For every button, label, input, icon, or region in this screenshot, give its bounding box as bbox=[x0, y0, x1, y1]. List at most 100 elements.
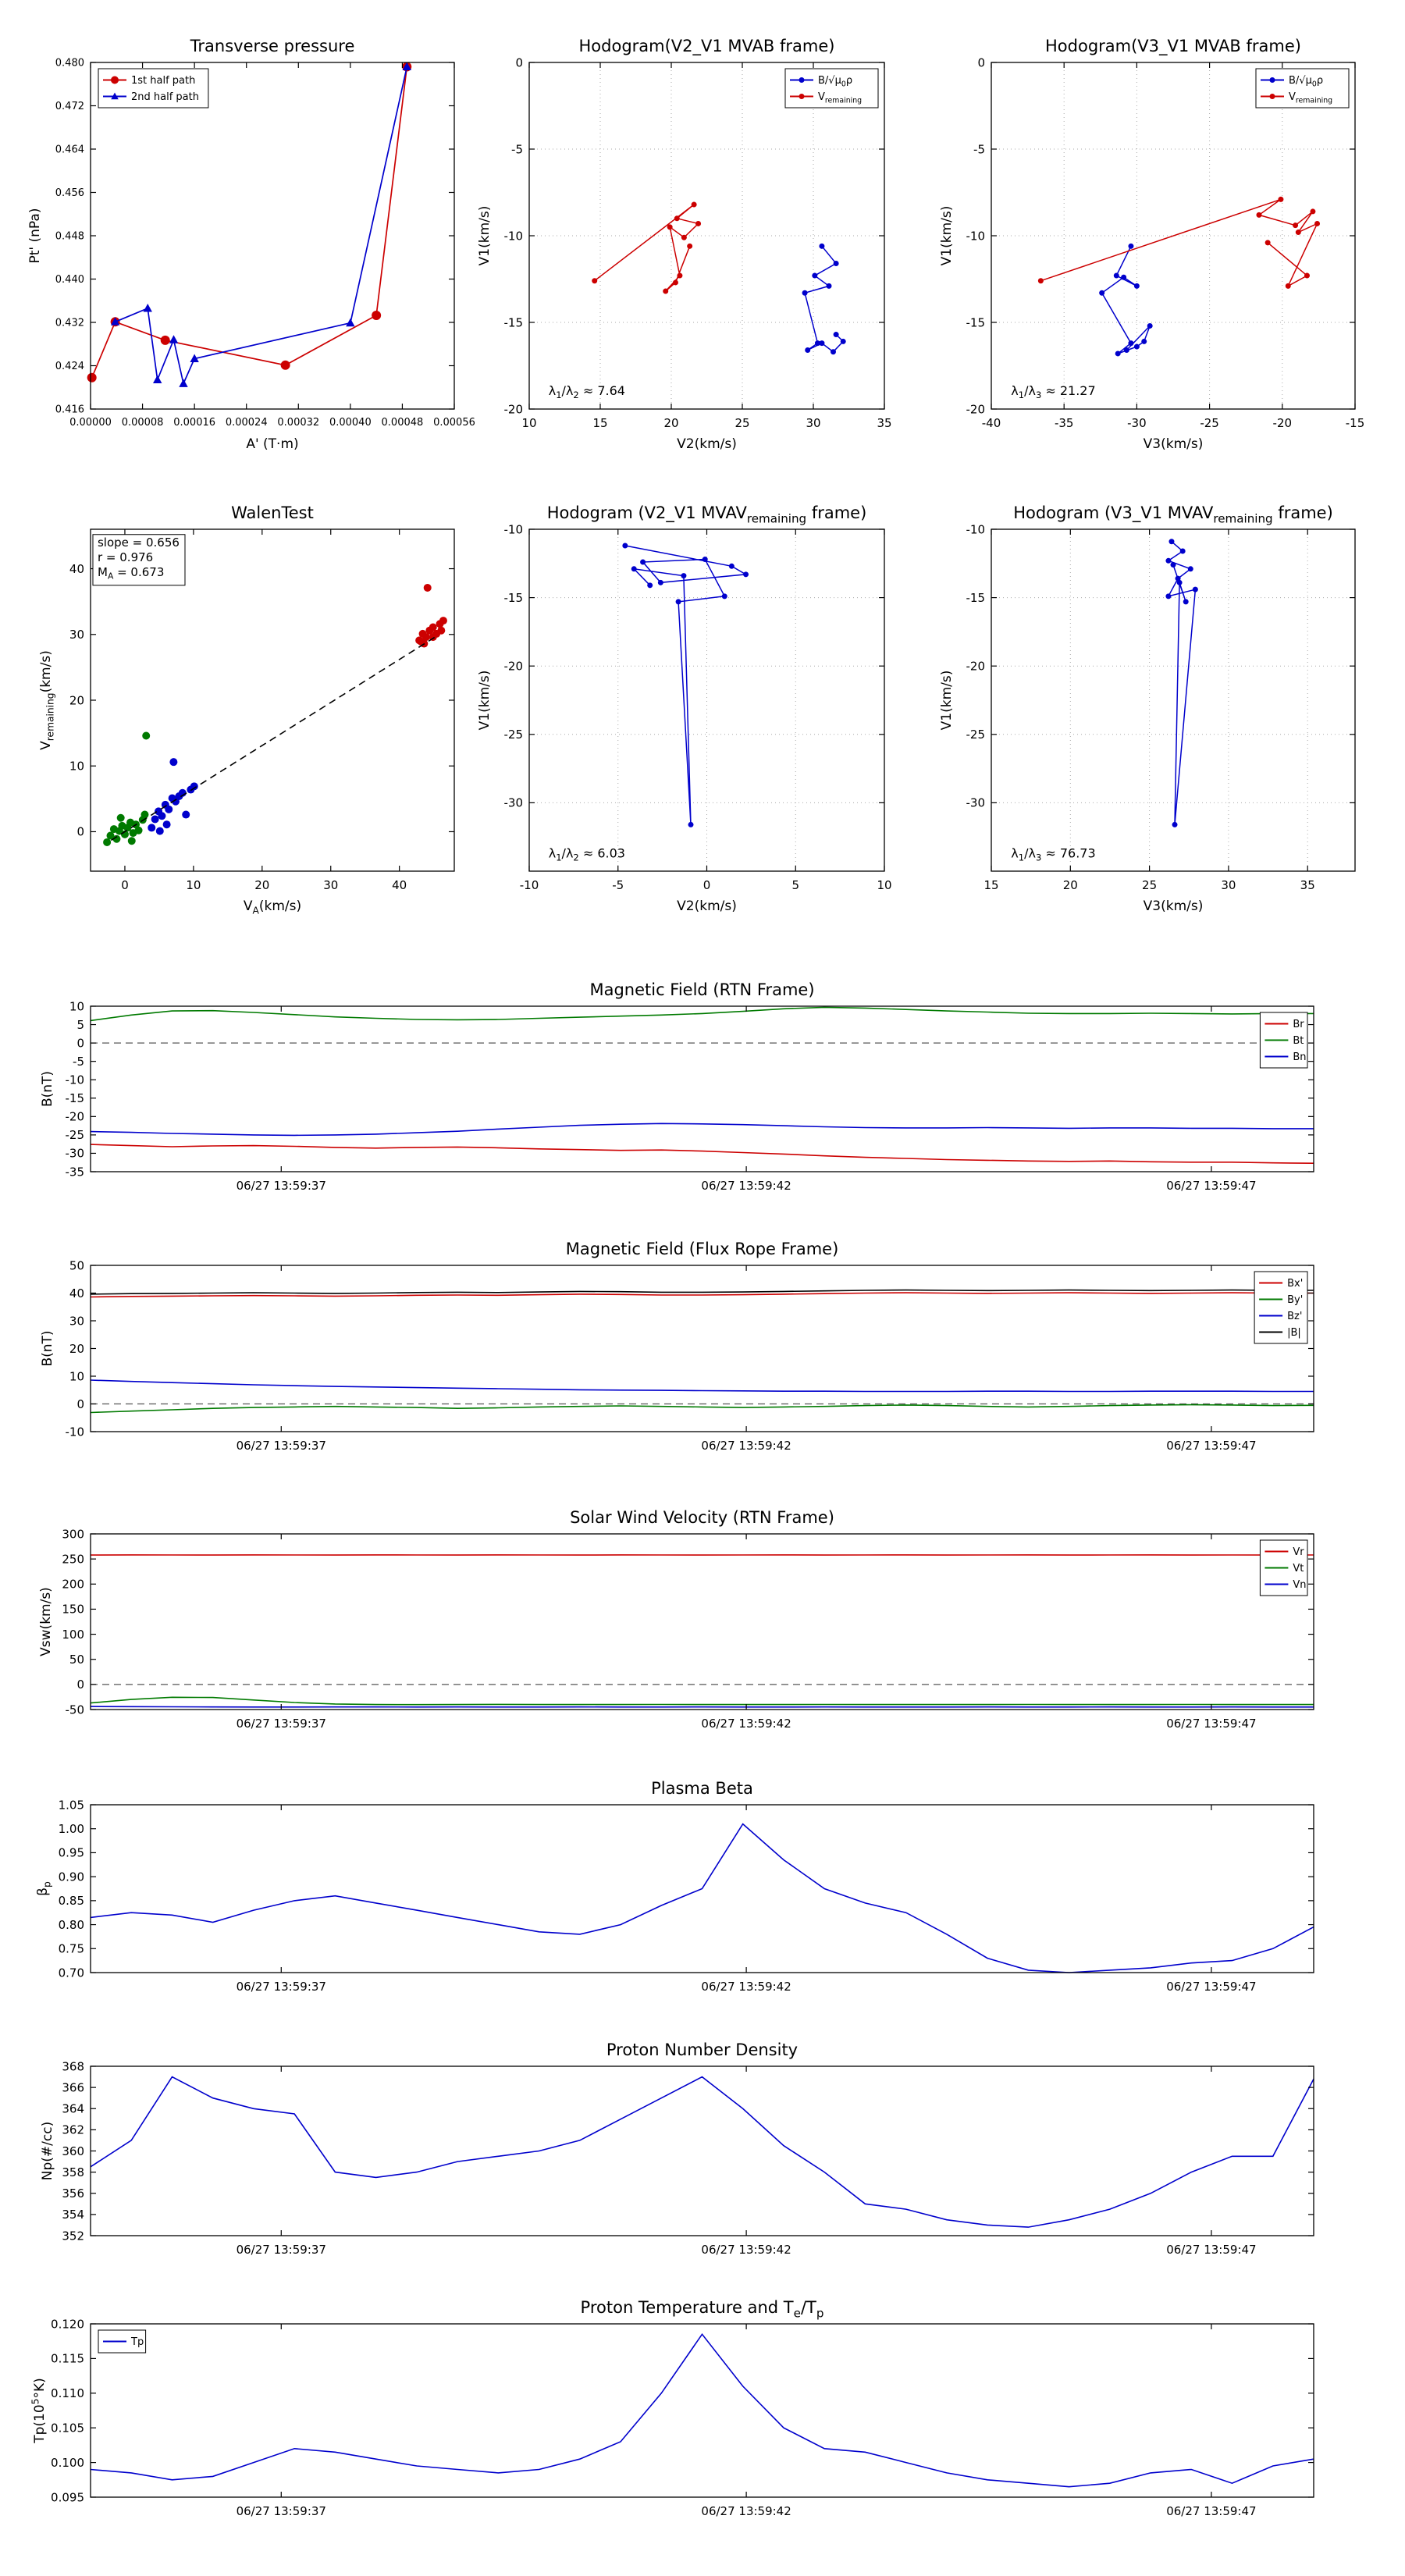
y-tick-label: 0 bbox=[515, 55, 523, 69]
chart-title: Magnetic Field (Flux Rope Frame) bbox=[566, 1240, 839, 1258]
y-tick-label: 50 bbox=[69, 1653, 84, 1667]
y-tick-label: 5 bbox=[76, 1018, 84, 1032]
x-tick-label: 0.00056 bbox=[433, 417, 475, 429]
series-0 bbox=[624, 545, 748, 825]
y-tick-label: -10 bbox=[966, 229, 986, 243]
annotation-text: λ1/λ3 ≈ 21.27 bbox=[1011, 383, 1095, 400]
y-tick-label: -10 bbox=[504, 229, 524, 243]
y-tick-label: 1.00 bbox=[59, 1822, 84, 1836]
legend-label: B/√μ0ρ bbox=[818, 75, 852, 88]
x-tick-label: 06/27 13:59:37 bbox=[237, 1179, 326, 1193]
y-tick-label: -50 bbox=[66, 1703, 85, 1717]
y-tick-label: 0 bbox=[76, 1036, 84, 1050]
x-tick-label: 06/27 13:59:47 bbox=[1166, 1717, 1256, 1731]
series-0 bbox=[90, 1823, 1314, 1973]
x-tick-label: 06/27 13:59:42 bbox=[701, 2243, 791, 2257]
y-tick-label: 0.456 bbox=[55, 187, 84, 199]
y-tick-label: -5 bbox=[73, 1055, 84, 1069]
chart-title: Proton Number Density bbox=[606, 2041, 798, 2059]
y-axis-label: Vremaining(km/s) bbox=[38, 650, 55, 750]
y-tick-label: -30 bbox=[966, 796, 986, 810]
annotation-text: r = 0.976 bbox=[98, 550, 153, 564]
x-tick-label: 30 bbox=[806, 416, 820, 430]
x-axis-label: V2(km/s) bbox=[677, 898, 737, 914]
y-tick-label: -25 bbox=[504, 728, 524, 742]
y-tick-label: 0 bbox=[76, 1678, 84, 1692]
y-tick-label: 250 bbox=[62, 1552, 84, 1566]
y-tick-label: 360 bbox=[62, 2144, 84, 2158]
legend-label: Bz' bbox=[1287, 1311, 1302, 1322]
legend-label: 2nd half path bbox=[131, 91, 199, 103]
y-tick-label: -20 bbox=[966, 659, 986, 673]
legend-label: Bt bbox=[1293, 1035, 1304, 1047]
x-tick-label: 06/27 13:59:47 bbox=[1166, 2504, 1256, 2518]
annotation-text: λ1/λ2 ≈ 7.64 bbox=[549, 383, 625, 400]
y-tick-label: 0.75 bbox=[59, 1942, 84, 1956]
x-tick-label: 30 bbox=[1221, 878, 1236, 892]
series-V_{remaining} bbox=[594, 204, 700, 292]
y-tick-label: 0.424 bbox=[55, 361, 84, 372]
y-tick-label: 10 bbox=[69, 999, 84, 1013]
x-tick-label: 06/27 13:59:47 bbox=[1166, 1980, 1256, 1994]
series-|B| bbox=[90, 1289, 1314, 1295]
y-tick-label: 0.472 bbox=[55, 101, 84, 112]
x-tick-label: 06/27 13:59:42 bbox=[701, 1439, 791, 1453]
y-tick-label: -20 bbox=[966, 402, 986, 416]
legend: Vr Vt Vn bbox=[1259, 1539, 1308, 1596]
annotation-text: MA = 0.673 bbox=[98, 565, 164, 582]
x-axis-label: V2(km/s) bbox=[677, 436, 737, 452]
y-tick-label: -15 bbox=[504, 315, 524, 329]
x-tick-label: 06/27 13:59:47 bbox=[1166, 1179, 1256, 1193]
series-Bz' bbox=[90, 1379, 1314, 1393]
y-tick-label: 356 bbox=[62, 2186, 84, 2201]
y-tick-label: -15 bbox=[66, 1091, 85, 1105]
chart-hodogram-v2v1-mvab: 10 15 20 25 30 35 0 -5 -10 -15 -20 Hodogram(V2_V1 M… bbox=[477, 37, 892, 452]
x-tick-label: 0.00024 bbox=[226, 417, 268, 429]
x-tick-label: 10 bbox=[186, 878, 201, 892]
y-tick-label: -10 bbox=[966, 522, 986, 536]
y-tick-label: 364 bbox=[62, 2102, 84, 2116]
series-3 bbox=[110, 635, 438, 841]
series-Bx' bbox=[90, 1292, 1314, 1298]
series-Vt bbox=[90, 1696, 1314, 1706]
x-tick-label: 0.00016 bbox=[173, 417, 215, 429]
y-tick-label: -10 bbox=[504, 522, 524, 536]
x-tick-label: 06/27 13:59:37 bbox=[237, 2243, 326, 2257]
x-tick-label: -30 bbox=[1127, 416, 1147, 430]
legend-label: Vremaining bbox=[818, 91, 862, 105]
chart-b-rtn: 06/27 13:59:37 06/27 13:59:42 06/27 13:59:… bbox=[40, 980, 1314, 1193]
x-axis-label: V3(km/s) bbox=[1144, 436, 1204, 452]
y-tick-label: 0.464 bbox=[55, 144, 84, 156]
legend-label: Vremaining bbox=[1289, 91, 1332, 105]
x-tick-label: 35 bbox=[877, 416, 891, 430]
y-tick-label: -30 bbox=[66, 1147, 85, 1161]
x-tick-label: 20 bbox=[1063, 878, 1078, 892]
y-tick-label: 0.85 bbox=[59, 1894, 84, 1908]
y-tick-label: -15 bbox=[966, 315, 986, 329]
x-tick-label: 10 bbox=[877, 878, 891, 892]
chart-b-flux-rope: 06/27 13:59:37 06/27 13:59:42 06/27 13:59:… bbox=[40, 1240, 1314, 1453]
legend: B/√μ0ρ Vremaining bbox=[784, 68, 879, 109]
legend-label: Bx' bbox=[1287, 1278, 1303, 1290]
y-tick-label: 354 bbox=[62, 2208, 84, 2222]
legend-label: Bn bbox=[1293, 1051, 1306, 1063]
x-tick-label: -10 bbox=[520, 878, 539, 892]
y-axis-label: Tp(105°K) bbox=[30, 2378, 48, 2444]
y-tick-label: -25 bbox=[966, 728, 986, 742]
x-tick-label: 25 bbox=[1142, 878, 1157, 892]
y-tick-label: 0.105 bbox=[51, 2421, 84, 2435]
y-tick-label: 362 bbox=[62, 2123, 84, 2137]
chart-title: Plasma Beta bbox=[651, 1779, 753, 1798]
y-tick-label: 20 bbox=[69, 693, 84, 707]
y-tick-label: -10 bbox=[66, 1425, 85, 1439]
y-axis-label: Vsw(km/s) bbox=[38, 1587, 54, 1656]
y-tick-label: 0.440 bbox=[55, 274, 84, 286]
x-tick-label: -25 bbox=[1200, 416, 1219, 430]
x-tick-label: 40 bbox=[392, 878, 407, 892]
legend-label: Tp bbox=[130, 2336, 144, 2348]
x-tick-label: 06/27 13:59:42 bbox=[701, 2504, 791, 2518]
y-tick-label: 30 bbox=[69, 628, 84, 642]
y-tick-label: 0.100 bbox=[51, 2456, 84, 2470]
y-tick-label: 10 bbox=[69, 759, 84, 773]
